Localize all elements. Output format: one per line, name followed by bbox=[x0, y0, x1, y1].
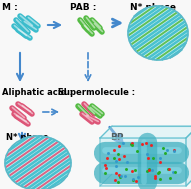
Text: N* phase: N* phase bbox=[6, 133, 49, 142]
Polygon shape bbox=[186, 126, 191, 186]
FancyBboxPatch shape bbox=[100, 138, 186, 186]
Ellipse shape bbox=[128, 6, 188, 60]
Text: M :: M : bbox=[2, 3, 18, 12]
Ellipse shape bbox=[5, 136, 71, 189]
Text: N* phase: N* phase bbox=[130, 3, 176, 12]
Text: Aliphatic acid :: Aliphatic acid : bbox=[2, 88, 73, 97]
Text: PAB :: PAB : bbox=[70, 3, 96, 12]
Text: BP: BP bbox=[110, 133, 124, 142]
Text: Supermolecule :: Supermolecule : bbox=[58, 88, 135, 97]
Ellipse shape bbox=[5, 136, 71, 189]
Ellipse shape bbox=[128, 6, 188, 60]
Polygon shape bbox=[100, 126, 191, 138]
